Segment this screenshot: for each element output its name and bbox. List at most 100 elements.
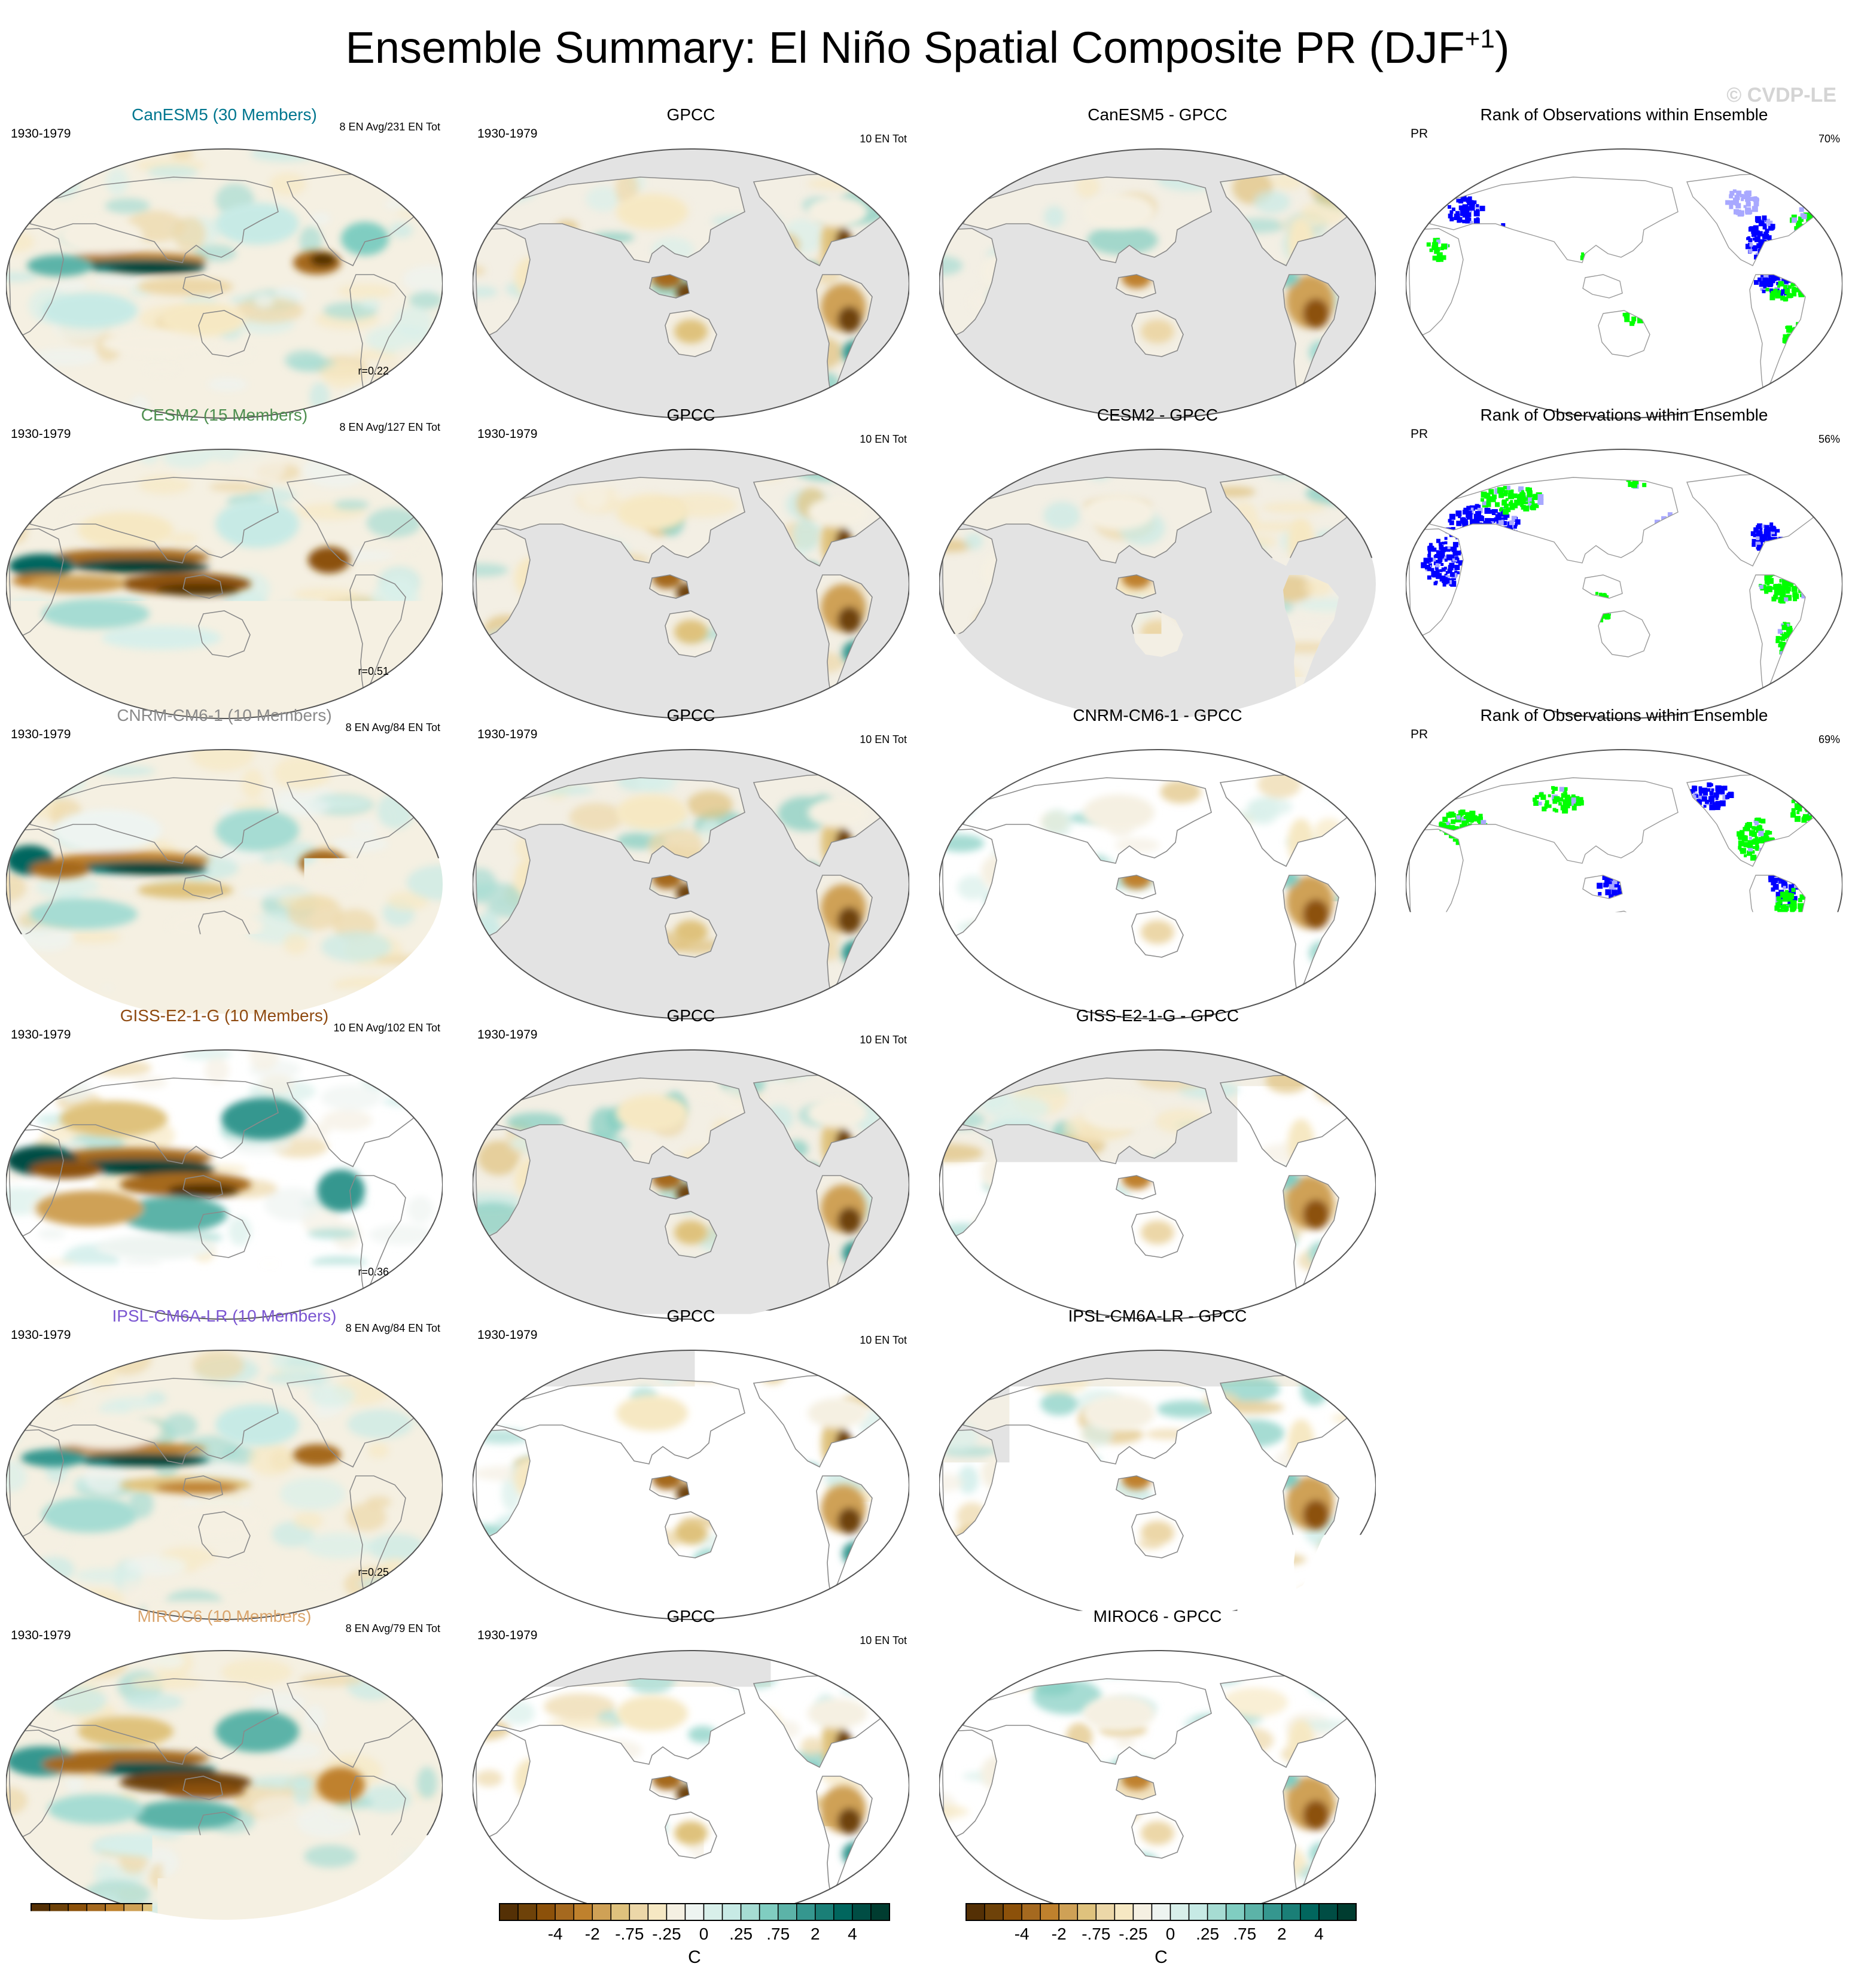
colorbar-tick-label: 90	[1696, 1925, 1715, 1944]
period-label: 1930-1979	[477, 127, 537, 141]
obs-title: GPCC	[467, 1607, 915, 1626]
coastline-greenland	[1322, 1664, 1367, 1694]
event-counts: 10 EN Tot	[860, 1334, 907, 1347]
difference-title: CESM2 - GPCC	[933, 406, 1382, 425]
event-counts: 8 EN Avg/231 EN Tot	[340, 121, 440, 133]
colorbar-swatch	[834, 1904, 852, 1920]
panel-row1-rank: Rank of Observations within Ensemble PR 70…	[1400, 90, 1848, 377]
colorbar-swatch	[1784, 1904, 1823, 1920]
colorbar-swatch	[1059, 1904, 1077, 1920]
colorbar-tick-label: -.25	[652, 1925, 681, 1944]
colorbar-swatch	[648, 1904, 666, 1920]
coastline-greenland	[855, 1364, 900, 1394]
colorbar-swatch	[347, 1904, 365, 1920]
colorbar-swatch	[68, 1904, 87, 1920]
model-map	[6, 1341, 443, 1628]
variable-label: PR	[1411, 127, 1428, 141]
colorbar-swatch	[87, 1904, 105, 1920]
colorbar-tick-label: 0	[699, 1925, 709, 1944]
colorbar-tick-label: -.25	[1119, 1925, 1147, 1944]
rank-title: Rank of Observations within Ensemble	[1400, 1307, 1848, 1326]
colorbar-swatch	[291, 1904, 310, 1920]
variable-label: PR	[1411, 1628, 1428, 1643]
panel-row6-model: MIROC6 (10 Members) 1930-1979 8 EN Avg/79 …	[0, 1591, 449, 1879]
colorbar-swatch	[629, 1904, 648, 1920]
obs-map	[473, 1041, 909, 1328]
panel-row4-diff: GISS-E2-1-G - GPCC	[933, 991, 1382, 1278]
coastline-greenland	[1789, 463, 1833, 493]
colorbar-tick-label: 5	[1506, 1925, 1516, 1944]
panel-row5-diff: IPSL-CM6A-LR - GPCC	[933, 1291, 1382, 1578]
coastline-greenland	[1789, 1064, 1833, 1094]
colorbar-tick-label: .25	[1196, 1925, 1219, 1944]
coastline-greenland	[389, 1064, 434, 1094]
colorbar-tick-label: 2	[342, 1925, 352, 1944]
rank-percent: 64%	[1819, 1634, 1840, 1647]
colorbar-swatch	[217, 1904, 235, 1920]
coastline-greenland	[389, 1364, 434, 1394]
colorbar-swatch	[611, 1904, 629, 1920]
panel-row2-model: CESM2 (15 Members) 1930-1979 8 EN Avg/127 …	[0, 390, 449, 677]
colorbar-3	[965, 1902, 1357, 1923]
colorbar-tick-label: 10	[1540, 1925, 1559, 1944]
colorbar-swatch	[592, 1904, 611, 1920]
coastline-greenland	[1322, 763, 1367, 793]
colorbar-swatch	[685, 1904, 703, 1920]
rank-percent: 62%	[1819, 1034, 1840, 1046]
colorbar-swatch	[1628, 1904, 1667, 1920]
difference-title: IPSL-CM6A-LR - GPCC	[933, 1307, 1382, 1326]
coastline-greenland	[1322, 163, 1367, 193]
colorbar-swatch	[124, 1904, 142, 1920]
colorbar-swatch	[1319, 1904, 1338, 1920]
pattern-correlation: r=0.22	[358, 365, 389, 377]
colorbar-swatch	[1705, 1904, 1744, 1920]
rank-map	[1406, 440, 1842, 727]
coastline-greenland	[389, 763, 434, 793]
colorbar-tick-label: -.25	[184, 1925, 212, 1944]
pattern-correlation: r=0.36	[358, 1266, 389, 1278]
obs-title: GPCC	[467, 406, 915, 425]
colorbar-swatch	[966, 1904, 985, 1920]
colorbar-unit: %	[1620, 1947, 1636, 1968]
period-label: 1930-1979	[11, 727, 71, 742]
difference-title: CanESM5 - GPCC	[933, 105, 1382, 124]
coastline-greenland	[1789, 163, 1833, 193]
colorbar-tick-label: 100	[1769, 1925, 1798, 1944]
colorbar-tick-label: -4	[80, 1925, 95, 1944]
colorbar-tick-label: 4	[848, 1925, 857, 1944]
colorbar-tick-label: -2	[585, 1925, 600, 1944]
obs-title: GPCC	[467, 706, 915, 725]
coastline-greenland	[1322, 463, 1367, 493]
colorbar-tick-label: -4	[1015, 1925, 1029, 1944]
panel-row2-rank: Rank of Observations within Ensemble PR 56…	[1400, 390, 1848, 677]
variable-label: PR	[1411, 727, 1428, 742]
period-label: 1930-1979	[11, 1028, 71, 1042]
rank-title: Rank of Observations within Ensemble	[1400, 706, 1848, 725]
panel-row4-obs: GPCC 1930-1979 10 EN Tot	[467, 991, 915, 1278]
variable-label: PR	[1411, 1028, 1428, 1042]
colorbar-swatch	[1208, 1904, 1226, 1920]
colorbar-swatch	[1171, 1904, 1189, 1920]
coastline-greenland	[1789, 763, 1833, 793]
diff-map	[939, 741, 1376, 1028]
colorbar-swatch	[384, 1904, 403, 1920]
obs-map	[473, 741, 909, 1028]
event-counts: 10 EN Avg/102 EN Tot	[334, 1022, 440, 1034]
colorbar-unit: C	[220, 1947, 233, 1968]
colorbar-swatch	[1245, 1904, 1263, 1920]
obs-title: GPCC	[467, 1307, 915, 1326]
colorbar-swatch	[1022, 1904, 1040, 1920]
obs-map	[473, 140, 909, 427]
colorbar-swatch	[1189, 1904, 1208, 1920]
diff-map	[939, 1341, 1376, 1628]
model-map	[6, 741, 443, 1028]
obs-title: GPCC	[467, 105, 915, 124]
panel-row6-obs: GPCC 1930-1979 10 EN Tot	[467, 1591, 915, 1879]
colorbar-unit: C	[1155, 1947, 1168, 1968]
event-counts: 10 EN Tot	[860, 733, 907, 746]
variable-label: PR	[1411, 1328, 1428, 1342]
panel-row2-diff: CESM2 - GPCC	[933, 390, 1382, 677]
rank-title: Rank of Observations within Ensemble	[1400, 1607, 1848, 1626]
period-label: 1930-1979	[11, 127, 71, 141]
map-background	[1406, 1341, 1842, 1628]
